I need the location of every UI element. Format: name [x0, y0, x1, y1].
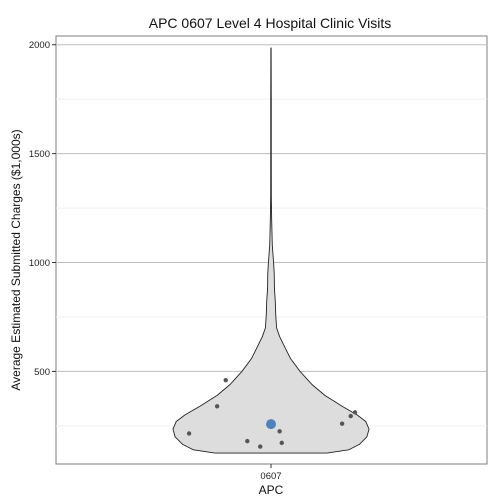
data-point [258, 444, 263, 449]
y-axis-label: Average Estimated Submitted Charges ($1,… [9, 129, 23, 390]
mean-point [266, 419, 276, 430]
y-tick-label: 1000 [29, 258, 50, 269]
chart-title: APC 0607 Level 4 Hospital Clinic Visits [149, 15, 392, 31]
data-point [223, 377, 228, 383]
data-point [279, 440, 284, 446]
y-axis-ticks: 500 1000 1500 2000 [29, 40, 56, 378]
y-tick-label: 500 [34, 367, 50, 378]
x-axis-ticks: 0607 [260, 464, 282, 482]
x-tick-label: 0607 [260, 471, 281, 482]
y-tick-label: 1500 [29, 149, 50, 160]
data-point [277, 429, 282, 434]
data-point [245, 438, 250, 444]
data-point [186, 431, 192, 436]
data-point [348, 413, 353, 419]
data-point [214, 404, 220, 409]
data-point [352, 410, 358, 415]
points-layer [186, 377, 358, 449]
violin-shape [172, 47, 370, 454]
x-axis-label: APC [259, 483, 284, 497]
violin-layer [172, 47, 370, 454]
data-point [339, 421, 345, 426]
y-tick-label: 2000 [29, 40, 50, 51]
